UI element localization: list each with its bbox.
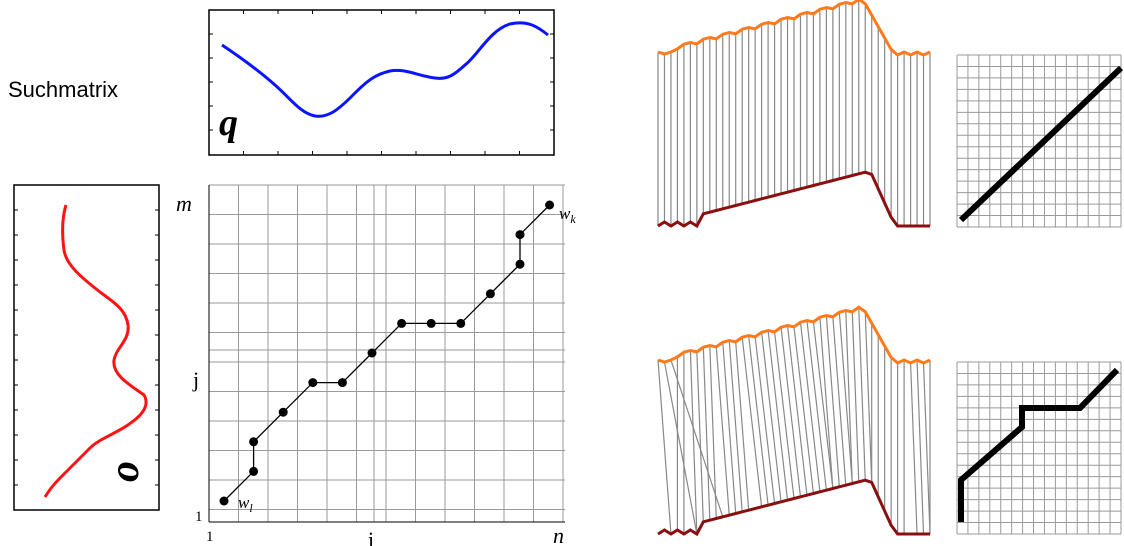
- warping-path-point: [278, 407, 288, 417]
- alignment-connector: [825, 315, 840, 487]
- warping-path-point: [456, 318, 466, 328]
- query-ticks: [209, 10, 555, 155]
- alignment-connector: [773, 331, 795, 499]
- alignment-connector: [909, 362, 918, 535]
- warping-path-point: [515, 230, 525, 240]
- alignment-connector: [838, 312, 853, 484]
- alignment-connector: [748, 335, 769, 506]
- warping-path-point: [426, 318, 436, 328]
- axis-label-one-y: 1: [195, 509, 203, 525]
- alignment-connector: [689, 350, 698, 535]
- dtw-connectors: [657, 305, 931, 537]
- alignment-connector: [786, 325, 808, 496]
- reference-curve: [43, 204, 148, 498]
- title-suchmatrix: Suchmatrix: [8, 77, 118, 102]
- alignment-connector: [657, 359, 672, 535]
- alignment-connector: [728, 340, 743, 512]
- alignment-connector: [670, 359, 724, 518]
- alignment-connector: [793, 326, 815, 494]
- alignment-connector: [754, 336, 776, 504]
- reference-frame: [13, 184, 160, 511]
- alignment-connector: [916, 359, 925, 535]
- alignment-connector: [845, 310, 853, 484]
- dtw-matrix: [956, 361, 1122, 535]
- alignment-connector: [806, 320, 827, 491]
- warping-path-point: [367, 348, 377, 358]
- alignment-connector: [864, 311, 873, 483]
- alignment-connector: [922, 362, 931, 535]
- axis-label-n: n: [553, 523, 564, 546]
- warping-path: [223, 204, 551, 502]
- reference-panel: o: [13, 184, 160, 511]
- query-panel: q: [208, 9, 555, 156]
- euclidean-connectors: [657, 0, 931, 229]
- query-curve: [221, 21, 549, 118]
- alignment-connector: [858, 307, 866, 481]
- euclidean-alignment: [657, 0, 931, 229]
- query-label: q: [219, 102, 238, 144]
- euclidean-matrix-grid: [956, 54, 1122, 228]
- alignment-connector: [696, 351, 704, 522]
- axis-label-i: i: [368, 527, 374, 546]
- alignment-connector: [663, 361, 698, 535]
- alignment-connector: [819, 317, 834, 489]
- lower-series: [657, 170, 930, 229]
- euclidean-diagonal-path: [958, 65, 1124, 223]
- label-w-last: wk: [559, 204, 576, 226]
- cost-matrix: m n i j 1 1 wl wk: [176, 184, 576, 546]
- alignment-connector: [735, 341, 750, 511]
- warping-path-point: [219, 496, 229, 506]
- reference-label: o: [102, 461, 148, 482]
- axis-label-j: j: [192, 367, 199, 392]
- alignment-connector: [715, 346, 730, 516]
- alignment-connector: [767, 330, 789, 501]
- warping-path-point: [249, 437, 259, 447]
- alignment-connector: [702, 347, 711, 521]
- axis-label-m: m: [176, 191, 192, 216]
- matrix-grid: [208, 184, 565, 522]
- lower-series: [657, 478, 930, 537]
- alignment-connector: [741, 337, 763, 507]
- axis-label-one-x: 1: [206, 529, 214, 545]
- alignment-connector: [709, 345, 717, 519]
- label-w-first: wl: [238, 493, 253, 515]
- query-frame: [208, 9, 555, 156]
- dtw-alignment: [657, 305, 931, 537]
- dtw-warping-path: [958, 367, 1120, 522]
- warping-path-point: [397, 318, 407, 328]
- euclidean-matrix: [956, 54, 1124, 228]
- alignment-connector: [722, 342, 737, 514]
- alignment-connector: [812, 321, 834, 489]
- alignment-connector: [799, 322, 821, 492]
- upper-series: [657, 305, 931, 365]
- alignment-connector: [761, 332, 782, 502]
- reference-ticks: [14, 209, 159, 486]
- warping-path-point: [337, 378, 347, 388]
- alignment-connector: [832, 316, 847, 486]
- warping-path-point: [545, 200, 555, 210]
- warping-path-point: [308, 378, 318, 388]
- warping-path-point: [249, 466, 259, 476]
- upper-series: [657, 0, 931, 57]
- warping-path-point: [485, 289, 495, 299]
- warping-path-points: [219, 200, 555, 506]
- alignment-connector: [780, 327, 802, 497]
- dtw-matrix-grid: [956, 361, 1122, 535]
- alignment-connector: [851, 311, 860, 482]
- warping-path-point: [515, 259, 525, 269]
